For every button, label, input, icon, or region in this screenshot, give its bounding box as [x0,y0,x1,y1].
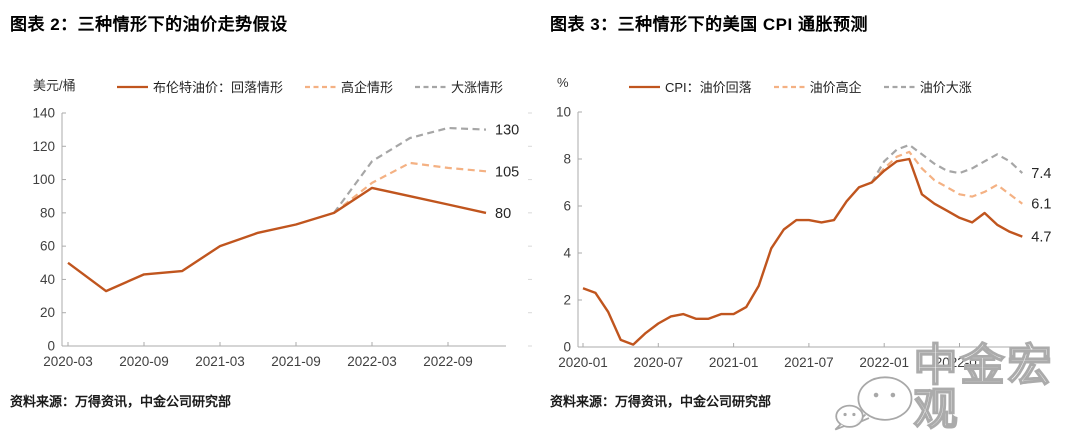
y-tick-label: 20 [40,305,55,320]
series-line-1 [333,161,487,214]
legend-line-swatch [117,85,148,88]
y-tick-label: 60 [40,239,55,254]
cpi-line-chart: 0 2 4 6 8 10 2020-01 2020-07 2021-01 2021-07 2022-… [556,105,1051,371]
legend-label: CPI：油价回落 [665,80,752,95]
series-line-1 [870,150,1023,205]
y-tick-label: 10 [556,105,571,120]
oil-price-line-chart: 0 20 40 60 80 100 120 140 2020-03 2020-09 2021-03 2… [32,106,532,369]
series-line-2 [333,126,487,214]
series-end-label: 6.1 [1031,197,1051,213]
x-tick-label: 2022-07 [935,355,985,370]
x-tick-label: 2020-03 [43,354,93,369]
legend-label: 大涨情形 [451,80,504,95]
series-end-label: 130 [495,123,519,139]
series-line-0 [582,157,1023,346]
y-tick-label: 100 [32,172,55,187]
legend-item-1: 油价高企 [773,77,862,96]
series-end-label: 7.4 [1031,166,1051,182]
y-tick-label: 0 [563,340,571,355]
legend-label: 油价大涨 [919,80,972,95]
legend-line-swatch [629,85,660,88]
legend-item-0: 布伦特油价：回落情形 [116,77,283,96]
legend-item-2: 油价大涨 [883,77,972,96]
x-tick-label: 2020-07 [634,355,684,370]
legend-line-swatch [883,85,915,88]
series-end-label: 105 [495,164,519,180]
legend-line-swatch [305,85,337,88]
legend-item-2: 大涨情形 [414,77,503,96]
y-tick-label: 40 [40,272,55,287]
legend-label: 布伦特油价：回落情形 [153,80,284,95]
chart-title-cpi: 图表 3：三种情形下的美国 CPI 通胀预测 [550,15,868,34]
legend-cpi: CPI：油价回落 油价高企 油价大涨 [628,77,972,96]
legend-line-swatch [773,85,805,88]
x-tick-label: 2020-09 [119,354,169,369]
x-tick-label: 2022-03 [347,354,397,369]
legend-oil: 布伦特油价：回落情形 高企情形 大涨情形 [116,77,503,96]
series-line-0 [67,186,487,293]
source-note: 资料来源：万得资讯，中金公司研究部 [10,394,232,409]
source-note: 资料来源：万得资讯，中金公司研究部 [550,394,772,409]
series-end-label: 4.7 [1031,230,1051,246]
x-tick-label: 2020-01 [558,355,608,370]
legend-item-0: CPI：油价回落 [628,77,752,96]
y-axis-unit-label: 美元/桶 [33,78,76,93]
cpi-chart-panel: 图表 3：三种情形下的美国 CPI 通胀预测 % CPI：油价回落 油价高企 油价大… [540,0,1080,430]
legend-label: 高企情形 [341,80,394,95]
x-tick-label: 2021-01 [709,355,759,370]
y-tick-label: 0 [47,339,55,354]
y-tick-label: 8 [563,152,571,167]
x-tick-label: 2022-09 [423,354,473,369]
series-end-label: 80 [495,206,511,222]
y-tick-label: 6 [563,199,571,214]
x-tick-label: 2021-03 [195,354,245,369]
y-tick-label: 2 [563,293,571,308]
y-axis-unit-label: % [557,75,569,90]
legend-label: 油价高企 [809,80,862,95]
x-tick-label: 2021-07 [784,355,834,370]
x-tick-label: 2022-01 [859,355,909,370]
x-tick-label: 2021-09 [271,354,321,369]
y-tick-label: 120 [32,139,55,154]
legend-item-1: 高企情形 [304,77,393,96]
legend-line-swatch [415,85,447,88]
y-tick-label: 4 [563,246,571,261]
y-tick-label: 140 [32,106,55,121]
chart-title-oil: 图表 2：三种情形下的油价走势假设 [10,15,288,34]
y-tick-label: 80 [40,205,55,220]
oil-price-chart-panel: 图表 2：三种情形下的油价走势假设 美元/桶 布伦特油价：回落情形 高企情形 大涨情… [0,0,540,430]
series-line-2 [870,143,1024,184]
